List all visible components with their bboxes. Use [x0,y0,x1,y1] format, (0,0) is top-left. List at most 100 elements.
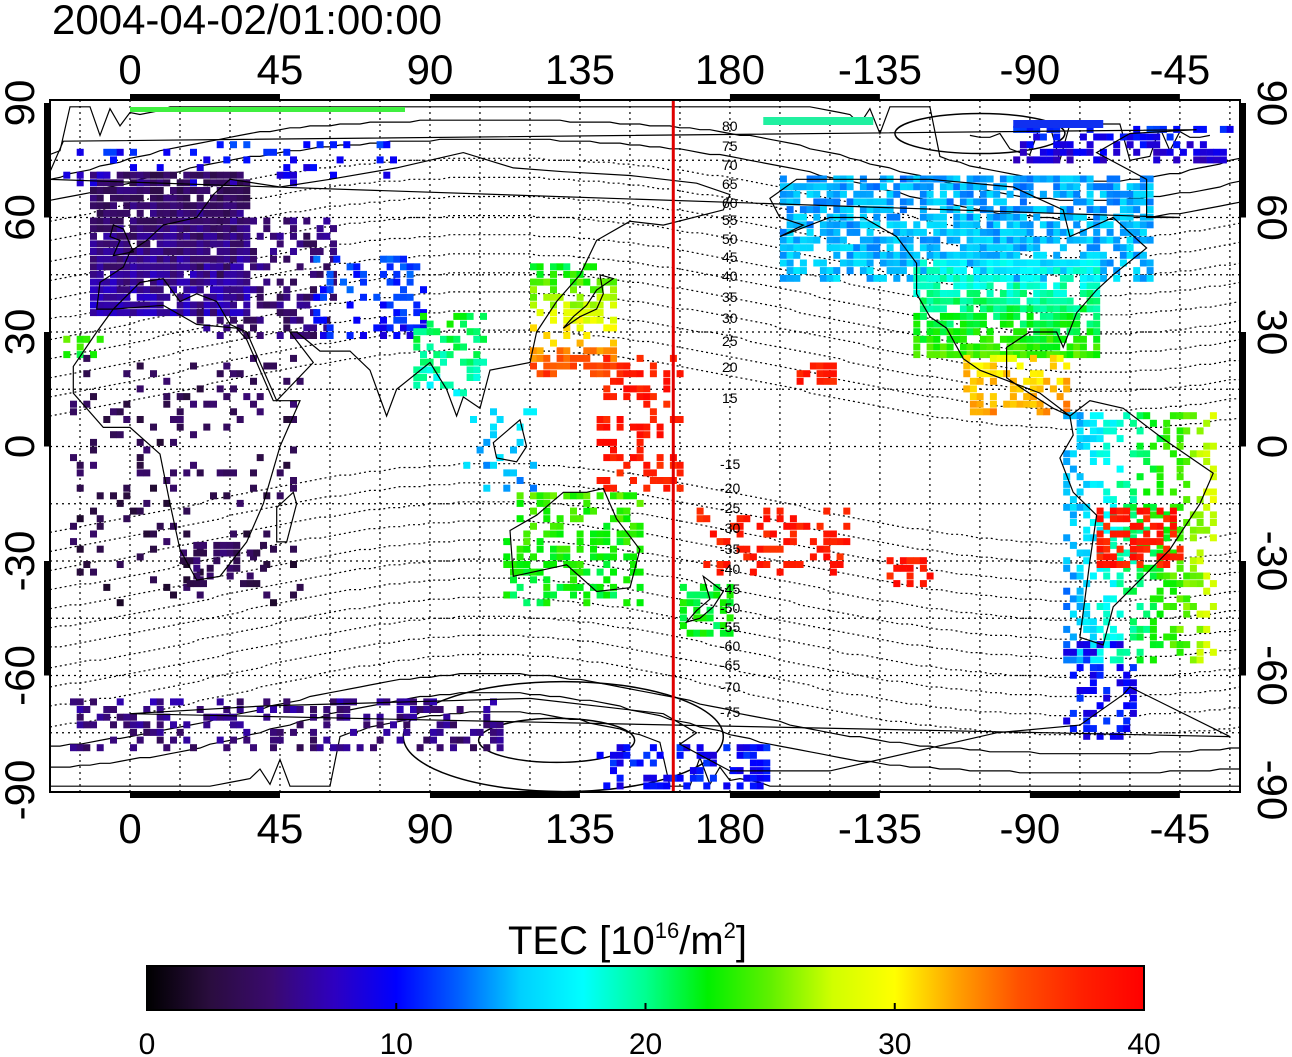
contour-label: 80 [722,118,738,134]
tec-cell [216,255,224,263]
tec-cell [143,232,151,240]
tec-cell [556,583,564,591]
tec-cell [1013,328,1021,336]
tec-cell [1129,538,1137,546]
tec-cell [90,248,97,255]
tec-cell [290,561,297,568]
tec-cell [90,286,97,294]
tec-cell [1113,141,1121,149]
tec-cell [330,744,337,752]
tec-cell [939,228,947,236]
tec-cell [243,217,251,225]
tec-cell [1149,419,1157,427]
tec-cell [973,175,981,183]
coastline-path [129,686,1231,772]
tec-cell [736,744,744,752]
tec-cell [636,522,644,530]
tec-cell [440,351,447,359]
tec-cell [1123,679,1131,687]
tec-cell [1103,595,1111,603]
tec-cell [926,267,934,275]
tec-cell [453,335,461,343]
tec-cell [216,385,224,393]
tec-cell [450,744,457,752]
tec-cell [70,744,77,752]
tec-cell [1183,458,1191,465]
colorbar-tick-label: 20 [629,1028,662,1057]
tec-cell [460,343,467,351]
tec-cell [1149,603,1157,610]
tec-cell [643,400,651,408]
tec-cell [1113,274,1121,282]
tec-cell [1156,488,1164,496]
tec-cell [1099,259,1107,267]
tec-cell [236,499,244,507]
tec-cell [463,461,471,469]
tec-cell [150,270,157,278]
tec-cell [380,316,387,324]
tec-cell [1076,694,1084,702]
tec-cell [993,221,1001,229]
tec-cell [999,305,1007,313]
tec-cell [1096,480,1104,488]
tec-cell [1013,183,1021,191]
tec-cell [873,274,881,282]
tec-cell [919,335,927,343]
tec-cell [636,370,644,378]
tec-cell [103,278,111,286]
tec-cell [1176,503,1184,511]
tec-cell [410,713,417,721]
tec-cell [1203,458,1211,465]
tec-cell [616,454,624,462]
tec-cell [243,248,251,255]
tec-cell [1133,198,1141,206]
tec-cell [223,187,231,194]
tec-cell [793,221,801,229]
contour-label: 20 [722,359,738,375]
tec-cell [183,293,191,301]
tec-cell [1093,206,1101,214]
tec-cell [190,187,197,194]
tec-cell [786,236,794,244]
tec-cell [799,213,807,221]
tec-cell [450,721,457,729]
tec-cell [699,629,707,637]
tec-cell [466,328,474,336]
tec-cell [183,393,191,401]
tec-cell [966,213,974,221]
tec-cell [103,255,111,263]
tec-cell [859,244,867,252]
tec-cell [170,286,177,294]
tec-cell [473,351,481,359]
tec-cell [999,320,1007,328]
tec-cell [210,225,217,233]
tec-cell [649,774,657,782]
tec-cell [143,721,151,729]
tec-cell [610,484,617,492]
tec-cell [1083,610,1091,618]
tec-cell [436,744,444,752]
tec-cell [763,545,771,553]
tec-cell [826,267,834,275]
tec-cell [480,335,487,343]
tec-cell [103,225,111,233]
tec-cell [1156,587,1164,595]
tec-cell [176,698,184,706]
tec-cell [1146,133,1154,141]
tec-cell [1066,320,1074,328]
tec-cell [919,282,927,290]
tec-cell [183,179,191,187]
tec-cell [1019,305,1027,313]
tec-cell [1143,458,1151,465]
tec-cell [256,286,264,294]
tec-cell [123,370,131,378]
tec-cell [1103,427,1111,435]
tec-cell [610,515,617,523]
tec-cell [170,171,177,179]
tec-cell [136,416,144,423]
tec-cell [426,381,434,389]
tec-cell [136,187,144,194]
tec-cell [989,408,997,416]
tec-cell [176,408,184,416]
tec-cell [1089,572,1097,580]
